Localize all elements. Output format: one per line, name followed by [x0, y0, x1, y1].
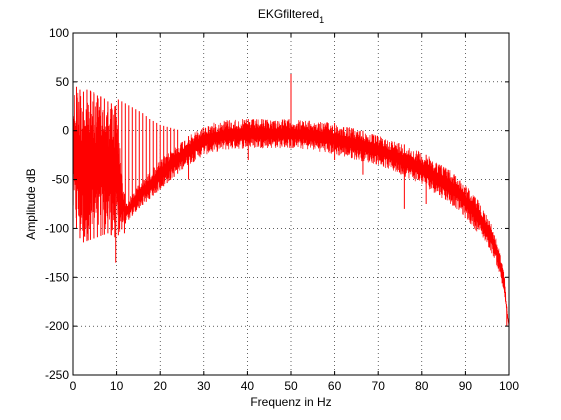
x-tick-label: 20: [154, 379, 168, 393]
x-axis-label: Frequenz in Hz: [250, 395, 331, 409]
x-tick-label: 30: [197, 379, 211, 393]
x-tick-label: 70: [372, 379, 386, 393]
y-tick-label: 100: [49, 26, 69, 40]
ticks-layer: 0 10 20 30 40 50 60 70 80 90 100 -250 -200 -150 -100 -5…: [45, 26, 519, 393]
y-tick-label: 0: [62, 124, 69, 138]
y-tick-label: -200: [45, 319, 69, 333]
y-axis-label: Amplitude dB: [24, 168, 38, 239]
y-tick-label: -100: [45, 221, 69, 235]
chart-title: EKGfiltered1: [258, 7, 324, 25]
chart-title-main: EKGfiltered: [258, 7, 319, 21]
x-tick-label: 50: [284, 379, 298, 393]
x-tick-label: 90: [459, 379, 473, 393]
y-tick-label: -250: [45, 368, 69, 382]
y-tick-label: -50: [52, 173, 70, 187]
grid-layer: [73, 33, 509, 375]
series-layer: [72, 74, 510, 327]
x-tick-label: 0: [70, 379, 77, 393]
x-tick-label: 10: [110, 379, 124, 393]
chart-title-subscript: 1: [319, 15, 324, 25]
x-tick-label: 40: [241, 379, 255, 393]
y-tick-label: -150: [45, 270, 69, 284]
y-tick-label: 50: [56, 75, 70, 89]
x-tick-label: 60: [328, 379, 342, 393]
x-tick-label: 80: [415, 379, 429, 393]
x-tick-label: 100: [499, 379, 519, 393]
